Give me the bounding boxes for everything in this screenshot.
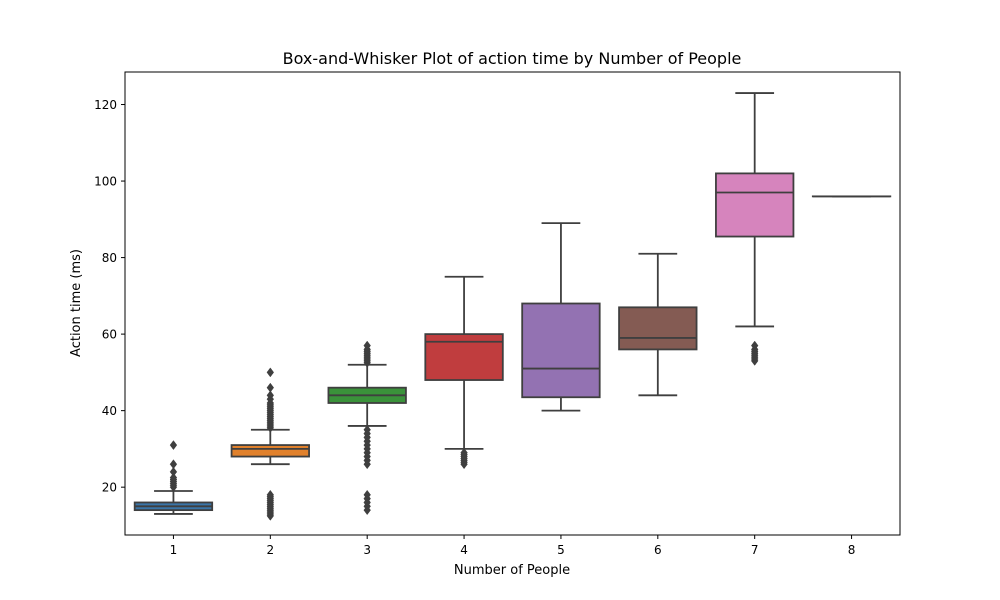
x-tick-label: 4: [460, 543, 468, 557]
outlier-point: [751, 340, 759, 351]
y-tick-label: 60: [102, 328, 117, 342]
box-group-6: [618, 252, 698, 397]
y-tick-label: 100: [94, 175, 117, 189]
outlier-point: [266, 489, 275, 500]
box-group-7: [715, 92, 795, 366]
y-tick-label: 120: [94, 98, 117, 112]
x-tick-label: 2: [266, 543, 274, 557]
outlier-point: [363, 489, 371, 500]
outlier-point: [460, 447, 468, 458]
plot-frame: [124, 71, 901, 536]
y-tick-label: 80: [102, 251, 117, 265]
x-axis-label: Number of People: [454, 563, 570, 578]
outlier-point: [169, 440, 178, 450]
outlier-point: [266, 382, 275, 393]
plot-area: [133, 92, 892, 521]
x-tick-label: 6: [654, 543, 662, 557]
x-tick-label: 8: [848, 543, 856, 557]
x-tick-label: 1: [170, 543, 178, 557]
box-group-4: [424, 275, 504, 470]
outlier-point: [169, 472, 178, 483]
iqr-box: [618, 306, 698, 351]
y-tick-label: 40: [102, 404, 117, 418]
outlier-point: [363, 424, 371, 435]
x-tick-label: 5: [557, 543, 565, 557]
iqr-box: [521, 302, 601, 399]
outlier-point: [266, 390, 275, 401]
outlier-point: [169, 466, 178, 477]
chart-title: Box-and-Whisker Plot of action time by N…: [283, 49, 742, 68]
x-axis: 1 2 3 4 5 6 7 8: [170, 535, 856, 557]
box-group-5: [521, 222, 601, 412]
outlier-point: [363, 340, 371, 351]
y-axis-label: Action time (ms): [69, 249, 84, 357]
y-axis: 20 40 60 80 100 120: [94, 98, 125, 495]
outlier-point: [169, 459, 178, 470]
box-group-1: [133, 440, 214, 515]
iqr-box: [230, 444, 310, 458]
x-tick-label: 3: [363, 543, 371, 557]
y-tick-label: 20: [102, 481, 117, 495]
iqr-box: [715, 172, 795, 238]
box-group-3: [327, 340, 407, 516]
outlier-point: [266, 367, 275, 378]
x-tick-label: 7: [751, 543, 759, 557]
box-group-2: [230, 367, 310, 521]
